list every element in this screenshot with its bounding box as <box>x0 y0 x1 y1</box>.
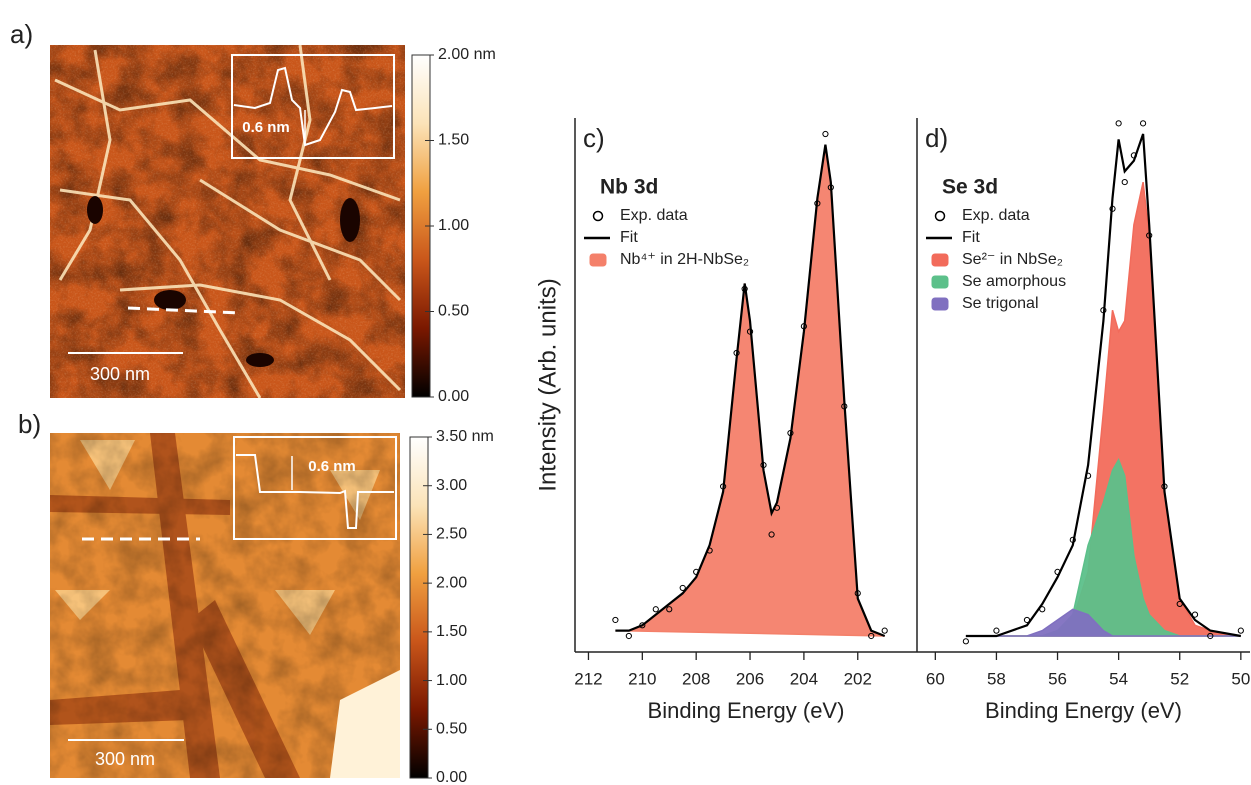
data-point <box>625 632 632 640</box>
inset-frame <box>233 436 397 540</box>
legend-label: Se²⁻ in NbSe₂ <box>962 251 1063 268</box>
data-point <box>612 616 619 624</box>
afm-image-b <box>50 433 400 778</box>
legend-label: Fit <box>620 229 638 246</box>
component-area <box>965 608 1241 637</box>
panel-label: a) <box>10 19 33 49</box>
data-point <box>1237 627 1244 634</box>
colorbar-tick-label: 2.50 <box>436 526 467 543</box>
boundary <box>54 78 401 202</box>
legend-marker <box>589 253 607 267</box>
colorbar-tick-label: 0.00 <box>438 388 469 405</box>
scale-bar-label: 300 nm <box>95 749 155 769</box>
boundary <box>58 49 112 281</box>
boundary <box>199 178 402 302</box>
hole <box>246 353 274 367</box>
colorbar-tick-label: 3.50 nm <box>436 428 494 445</box>
data-point <box>666 606 673 613</box>
data-point <box>868 632 875 640</box>
colorbar-tick-label: 0.50 <box>436 721 467 738</box>
x-tick-label: 204 <box>790 669 818 688</box>
data-point <box>1121 178 1128 186</box>
legend-label: Se trigonal <box>962 295 1039 312</box>
data-point <box>679 584 686 592</box>
x-tick-label: 50 <box>1231 669 1250 688</box>
inset-profile <box>236 454 394 529</box>
x-tick-label: 210 <box>628 669 656 688</box>
data-point <box>881 627 888 634</box>
legend-label: Exp. data <box>962 207 1030 224</box>
grain-boundaries <box>54 45 402 398</box>
legend-marker <box>592 210 604 222</box>
hole <box>154 290 186 310</box>
colorbar-tick-label: 1.00 <box>436 672 467 689</box>
data-point <box>768 531 775 538</box>
colorbar-tick-label: 0.00 <box>436 769 467 785</box>
legend-label: Se amorphous <box>962 273 1066 290</box>
inset-annotation: 0.6 nm <box>242 119 290 136</box>
colorbar-tick-label: 2.00 nm <box>438 46 496 63</box>
colorbar-tick-label: 1.50 <box>436 623 467 640</box>
boundary <box>288 45 332 281</box>
x-tick-label: 56 <box>1048 669 1067 688</box>
hole <box>340 198 360 242</box>
panel-label: b) <box>18 409 41 439</box>
fit-line <box>615 144 886 638</box>
data-point <box>822 130 829 138</box>
legend-marker <box>934 210 946 222</box>
colorbar <box>409 436 429 779</box>
x-tick-label: 206 <box>736 669 764 688</box>
boundary <box>59 188 262 398</box>
data-point <box>652 606 659 613</box>
legend-label: Exp. data <box>620 207 688 224</box>
colorbar-tick-label: 3.00 <box>436 477 467 494</box>
x-tick-label: 60 <box>926 669 945 688</box>
x-tick-label: 212 <box>574 669 602 688</box>
afm-image-a <box>50 45 405 398</box>
scale-bar-label: 300 nm <box>90 364 150 384</box>
x-tick-label: 54 <box>1109 669 1128 688</box>
panel-label: d) <box>925 123 948 153</box>
colorbar-tick-label: 1.50 <box>438 132 469 149</box>
colorbar-tick-label: 1.00 <box>438 217 469 234</box>
x-axis-label: Binding Energy (eV) <box>648 698 845 723</box>
legend-marker <box>931 275 949 289</box>
panel-label: c) <box>583 123 605 153</box>
legend-label: Nb⁴⁺ in 2H-NbSe₂ <box>620 251 749 268</box>
x-axis-label: Binding Energy (eV) <box>985 698 1182 723</box>
legend-marker <box>931 253 949 267</box>
data-point <box>1139 120 1147 127</box>
colorbar-tick-label: 2.00 <box>436 574 467 591</box>
data-point <box>1207 632 1214 640</box>
data-point <box>962 638 969 645</box>
data-point <box>993 627 1000 634</box>
panel-title: Se 3d <box>942 176 998 199</box>
x-tick-label: 58 <box>987 669 1006 688</box>
boundary <box>119 283 402 392</box>
legend-label: Fit <box>962 229 980 246</box>
x-tick-label: 202 <box>844 669 872 688</box>
colorbar-tick-label: 0.50 <box>438 303 469 320</box>
data-point <box>1115 120 1122 127</box>
panel-title: Nb 3d <box>600 176 658 199</box>
inset-frame <box>231 54 395 159</box>
hole <box>87 196 103 224</box>
y-axis-label: Intensity (Arb. units) <box>534 278 561 491</box>
bright-region <box>330 670 400 778</box>
legend-marker <box>931 297 949 311</box>
fit-line <box>965 133 1241 638</box>
inset-annotation: 0.6 nm <box>308 458 356 475</box>
x-tick-label: 52 <box>1170 669 1189 688</box>
x-tick-label: 208 <box>682 669 710 688</box>
holes <box>87 196 360 367</box>
